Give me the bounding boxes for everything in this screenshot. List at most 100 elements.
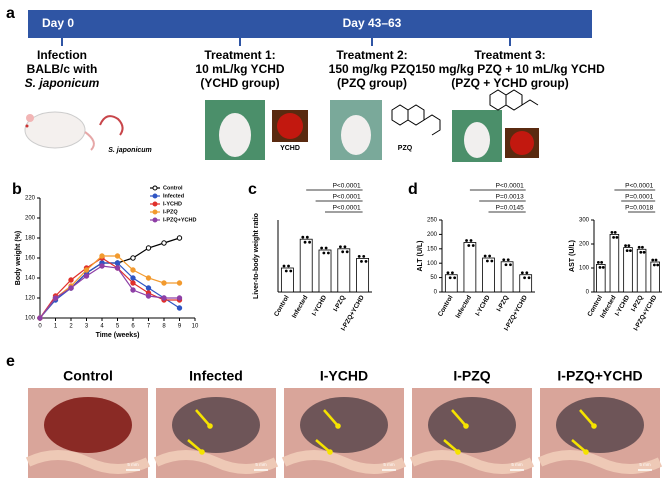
photo-title: I-PZQ: [453, 368, 490, 384]
treatment-text: (PZQ + YCHD group): [451, 76, 568, 90]
bar: [356, 257, 370, 293]
legend-label: Control: [163, 185, 183, 191]
data-dot: [612, 236, 615, 239]
data-dot: [284, 269, 288, 273]
treatment-text: (PZQ group): [337, 76, 407, 90]
data-dot: [483, 254, 487, 258]
x-tick-label: 8: [162, 324, 166, 330]
x-tick-label: 10: [192, 324, 199, 330]
y-tick-label: 120: [25, 296, 36, 302]
series-point: [130, 255, 136, 261]
scale-label: 5 mm: [639, 462, 651, 467]
data-dot: [467, 244, 471, 247]
treatment-photos: [205, 89, 539, 162]
data-dot: [525, 271, 529, 275]
series-point: [130, 267, 136, 273]
arrow: [195, 409, 211, 427]
x-tick-label: I-YCHD: [474, 294, 491, 317]
image-label: S. japonicum: [108, 147, 152, 154]
y-tick-label: 100: [427, 261, 438, 267]
timeline-bar: [28, 10, 592, 38]
panel-label: d: [408, 181, 418, 198]
series-line: [39, 265, 180, 319]
x-tick-label: 9: [178, 324, 182, 330]
series-point: [176, 235, 183, 241]
arrow-head: [591, 423, 597, 429]
legend-marker: [152, 193, 158, 199]
legend-marker: [152, 217, 158, 223]
data-dot: [490, 259, 494, 263]
significance-label: P<0.0001: [625, 183, 653, 190]
liver: [556, 397, 644, 453]
bar: [623, 247, 633, 293]
x-tick-label: 6: [131, 324, 135, 330]
significance-label: P<0.0001: [333, 194, 361, 201]
treatment-text: (YCHD group): [200, 76, 279, 90]
series-point: [130, 280, 136, 286]
scale-label: 5 mm: [383, 462, 395, 467]
data-dot: [320, 246, 324, 250]
series-point: [99, 263, 105, 269]
intestine: [537, 450, 663, 474]
bar: [337, 248, 351, 293]
data-dot: [629, 249, 632, 253]
data-dot: [326, 251, 330, 255]
panel-label: a: [6, 5, 15, 22]
series-point: [130, 275, 136, 281]
x-tick-label: 7: [147, 324, 151, 330]
infection-text: Infection: [37, 48, 87, 62]
series-point: [130, 287, 136, 293]
infection-text: S. japonicum: [25, 76, 100, 90]
series-point: [68, 285, 74, 291]
arrow: [187, 439, 203, 453]
data-dot: [625, 249, 629, 253]
data-dot: [506, 258, 510, 262]
data-dot: [357, 255, 361, 258]
panel-label: e: [6, 353, 15, 370]
treatment-text: 150 mg/kg PZQ: [329, 62, 416, 76]
data-dot: [600, 261, 604, 264]
series-line: [39, 255, 180, 319]
data-dot: [601, 266, 605, 269]
data-dot: [652, 263, 656, 267]
series-point: [145, 275, 152, 281]
liver: [428, 397, 516, 453]
bar: [650, 261, 660, 293]
data-dot: [339, 245, 342, 249]
y-tick-label: 160: [25, 256, 36, 262]
timeline-ticks: [61, 38, 511, 46]
arrow-head: [335, 423, 341, 429]
series-point: [99, 253, 105, 259]
liver: [44, 397, 132, 453]
series-point: [83, 267, 90, 273]
bar: [609, 233, 620, 293]
legend-marker: [152, 201, 158, 207]
data-dot: [448, 276, 452, 280]
treatment-text: Treatment 2:: [336, 48, 407, 62]
arrow-head: [463, 423, 469, 429]
scale-label: 5 mm: [511, 462, 523, 467]
legend-label: I-PZQ+YCHD: [163, 217, 196, 223]
treatment-text: Treatment 1:: [204, 48, 275, 62]
y-tick-label: 200: [427, 232, 438, 238]
significance-label: P=0.0013: [496, 194, 524, 201]
series-point: [83, 273, 90, 279]
series-point: [114, 253, 121, 259]
data-dot: [322, 251, 326, 255]
arrow: [451, 409, 467, 427]
legend-marker: [152, 209, 158, 215]
legend-label: Infected: [163, 193, 184, 199]
y-tick-label: 0: [434, 290, 438, 296]
series-point: [52, 295, 59, 301]
significance-label: P=0.0145: [496, 205, 524, 212]
treatment-text: 10 mL/kg YCHD: [195, 62, 284, 76]
data-dot: [308, 240, 311, 244]
data-dot: [287, 264, 290, 268]
series-point: [176, 295, 183, 301]
data-dot: [598, 266, 602, 269]
liver: [172, 397, 260, 453]
intestine: [281, 450, 407, 474]
data-dot: [651, 258, 655, 262]
y-tick-label: 150: [427, 246, 438, 252]
